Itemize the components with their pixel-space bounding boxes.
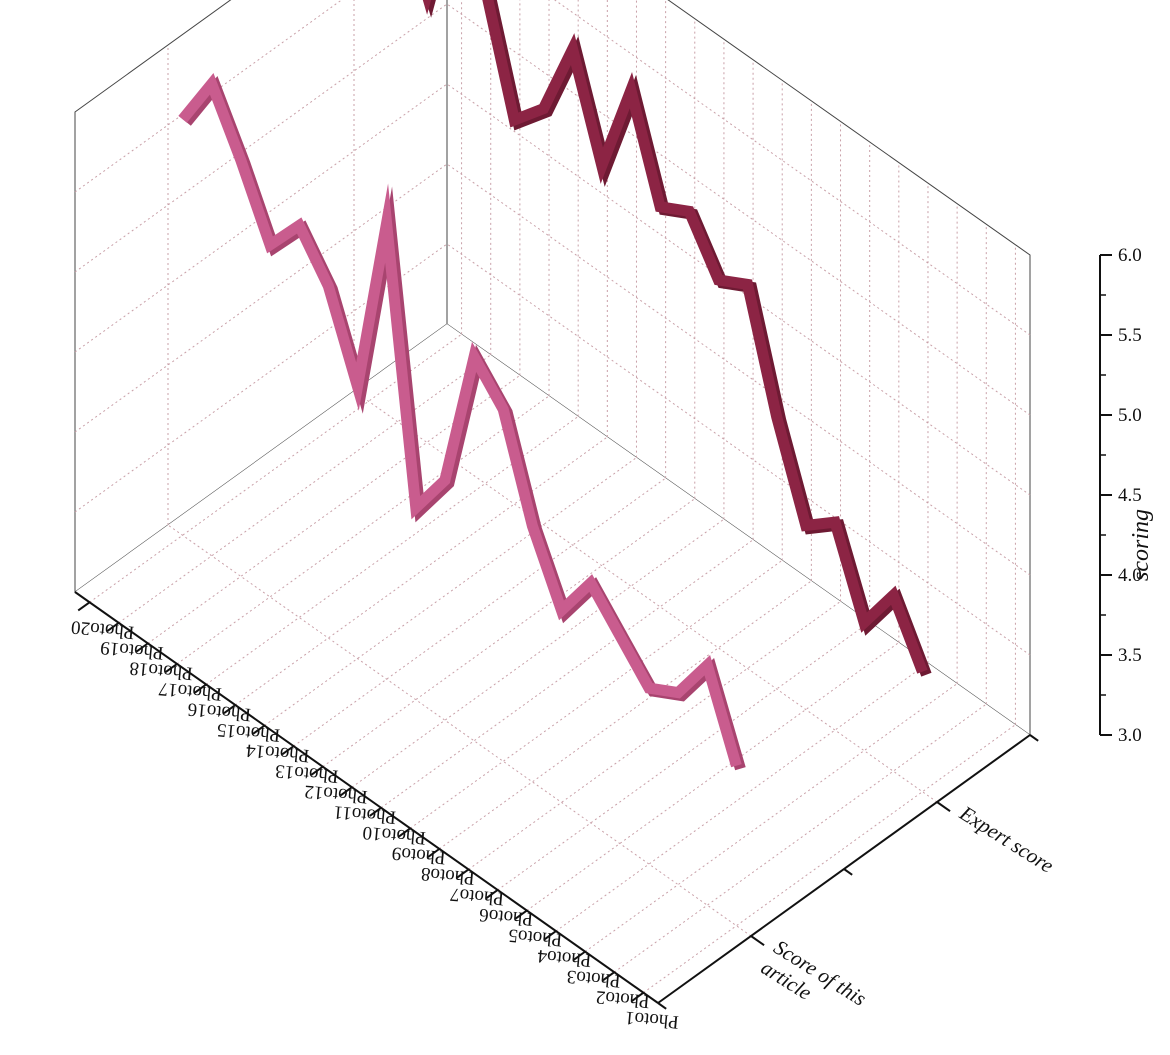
x-tick — [398, 827, 411, 838]
floor-gridline-category — [147, 374, 521, 644]
y-tick — [750, 935, 765, 947]
x-tick — [223, 704, 236, 715]
floor-gridline-category — [584, 683, 958, 953]
floor-gridline-category — [235, 436, 608, 706]
x-tick-label: Photo3 — [566, 966, 622, 992]
x-tick-label: Photo7 — [449, 883, 505, 909]
y-category-label-line: Expert score — [955, 800, 1058, 877]
x-axis-line — [74, 591, 659, 1004]
floor-gridline-category — [555, 662, 929, 932]
y-tick — [657, 1002, 667, 1010]
floor-gridline-category — [468, 601, 841, 870]
floor-gridline-category — [380, 539, 754, 809]
x-tick-label: Photo2 — [595, 986, 651, 1012]
y-tick — [1029, 734, 1039, 742]
x-tick — [135, 642, 149, 653]
x-tick-label: Photo8 — [420, 863, 476, 889]
x-tick — [310, 765, 324, 776]
x-tick — [339, 786, 353, 797]
y-tick — [843, 868, 853, 876]
floor-gridline-category — [351, 518, 725, 788]
chart-axes — [74, 254, 1112, 1010]
floor-gridline-category — [176, 395, 550, 665]
x-tick — [77, 601, 91, 612]
floor-gridline-category — [118, 354, 492, 624]
floor-gridline-category — [526, 642, 900, 911]
floor-plane — [75, 324, 1030, 1003]
floor-gridline-category — [293, 477, 666, 747]
z-tick-label: 5.0 — [1118, 405, 1142, 426]
y-category-label: Expert score — [955, 800, 1058, 877]
x-tick — [427, 848, 440, 858]
floor-gridline-category — [322, 498, 696, 768]
series-line — [422, 0, 928, 674]
z-tick-label: 4.5 — [1118, 485, 1142, 506]
x-tick — [106, 622, 120, 632]
x-tick — [485, 889, 499, 899]
floor-gridline-series — [353, 390, 938, 803]
x-tick — [281, 745, 295, 756]
floor-gridline-category — [205, 416, 579, 685]
x-tick — [544, 930, 557, 941]
x-tick-label: Photo6 — [478, 904, 534, 930]
floor-gridline-series — [167, 524, 752, 937]
chart-gridlines — [74, 0, 1031, 994]
chart-walls — [74, 0, 1031, 1003]
x-tick — [514, 909, 528, 920]
floor-gridline-category — [613, 703, 987, 973]
x-tick — [165, 663, 178, 673]
x-tick-label: Photo9 — [391, 842, 447, 868]
y-tick — [936, 801, 951, 813]
z-tick-label: 3.5 — [1118, 645, 1142, 666]
x-tick-label: Photo1 — [624, 1007, 680, 1033]
x-tick — [252, 724, 266, 735]
floor-gridline-category — [439, 580, 812, 850]
x-tick — [369, 806, 382, 817]
series-ribbon-expert-score — [422, 0, 932, 677]
chart-series — [178, 0, 932, 771]
z-tick-label: 4.0 — [1118, 565, 1142, 586]
x-tick-label: Photo4 — [536, 945, 592, 971]
z-axis-title: scoring — [1128, 509, 1154, 581]
series-line — [178, 72, 742, 768]
floor-gridline-category — [89, 333, 462, 603]
series-ribbon-article-score — [178, 72, 746, 771]
floor-gridline-category — [497, 621, 870, 891]
x-tick — [573, 950, 586, 961]
z-tick-label: 5.5 — [1118, 325, 1142, 346]
z-tick-label: 3.0 — [1118, 725, 1142, 746]
floor-gridline-category — [409, 559, 783, 829]
x-tick — [456, 868, 470, 879]
y-category-label: Score of thisarticle — [757, 935, 871, 1031]
x-tick — [631, 991, 645, 1002]
z-tick-label: 6.0 — [1118, 245, 1142, 266]
floor-gridline-category — [264, 457, 637, 726]
x-tick-label: Photo5 — [508, 924, 564, 950]
x-tick — [602, 971, 615, 982]
floor-gridline-category — [643, 724, 1016, 994]
x-tick — [194, 683, 207, 694]
